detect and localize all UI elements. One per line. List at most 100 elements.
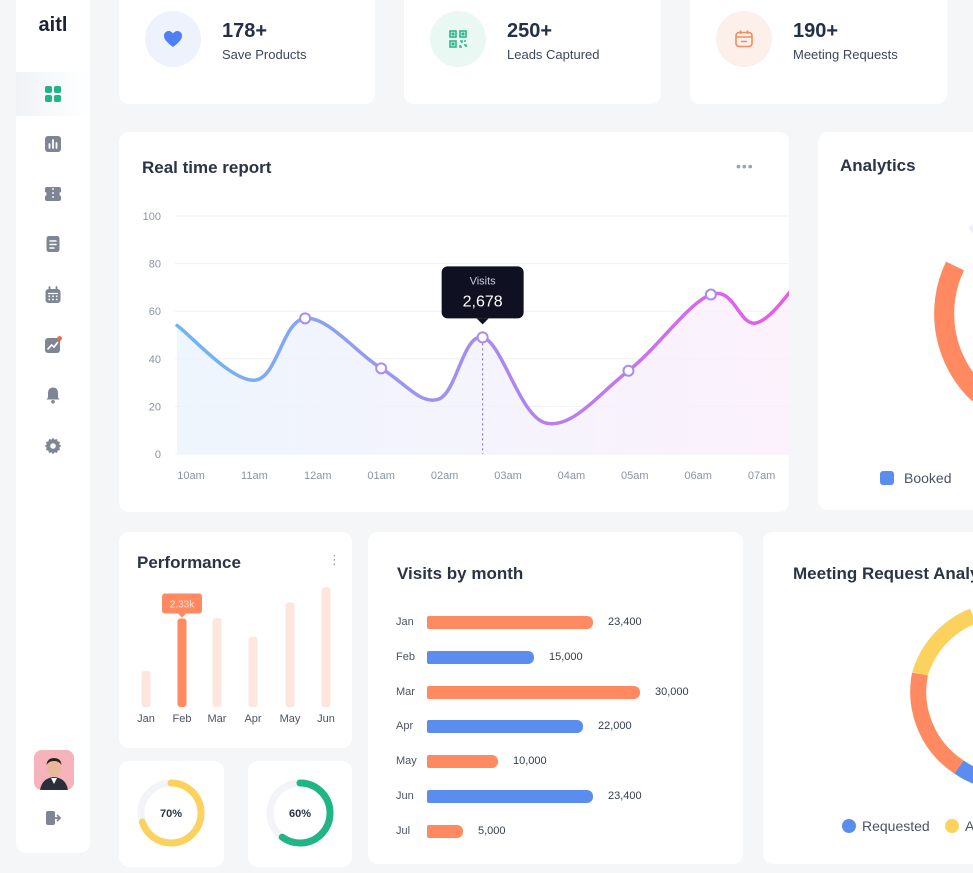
x-tick-label: 07am [748,470,776,482]
bar-jun[interactable] [321,587,331,707]
ring-progress [266,779,334,847]
data-label: 22,000 [598,720,632,732]
legend-requested: Requested [842,818,930,834]
data-point-marker[interactable] [299,312,312,325]
sidebar-item-dashboard-grid[interactable] [16,72,90,116]
x-tick-label: Feb [172,713,192,725]
progress-ring-70: 70% [137,779,205,847]
x-tick-label: 12am [304,470,332,482]
sidebar-item-ticket[interactable] [16,172,90,216]
stat-label: Leads Captured [507,47,600,62]
sidebar: aitl [16,0,90,853]
more-options-icon[interactable]: ⋮ [328,552,342,567]
bar-row-feb: Feb 15,000 [396,649,583,665]
donut-segment-accepted [912,608,973,677]
qr-code-icon [430,11,486,67]
y-tick-label: Mar [396,686,415,698]
calendar-icon [45,286,61,303]
avatar[interactable] [34,750,74,790]
card-title: Analytics [840,156,916,175]
donut-segment-booked [934,261,973,402]
performance-card: Performance ⋮ 2.33k Jan Feb Mar Apr May Jun [119,532,352,748]
stat-label: Save Products [222,47,307,62]
stat-value: 178+ [222,20,268,42]
logout-icon[interactable] [43,808,63,828]
data-point-marker[interactable] [375,362,388,375]
sidebar-item-gear[interactable] [16,424,90,468]
more-options-icon[interactable]: ••• [736,158,754,174]
bar-jan[interactable] [141,670,151,707]
sidebar-item-bell[interactable] [16,373,90,417]
data-label: 5,000 [478,825,506,837]
chart-tooltip: Visits 2,678 [441,266,524,325]
card-title: Performance [137,553,241,572]
progress-ring-card-1: 70% [119,761,224,867]
realtime-line-chart: 0 20 40 60 80 100 10am 11am 12am 01am 02am 03am 04a… [143,211,789,482]
bell-icon [46,387,60,404]
stat-value: 250+ [507,20,553,42]
performance-tooltip: 2.33k [162,593,202,618]
x-tick-label: 11am [241,470,268,482]
data-label: 23,400 [608,790,642,802]
bar-may[interactable] [427,754,498,768]
bar-may[interactable] [285,602,295,708]
x-tick-label: Mar [207,713,227,725]
sidebar-item-document[interactable] [16,222,90,266]
bar-jul[interactable] [427,824,463,838]
data-point-marker[interactable] [476,331,489,344]
trend-chart-icon [45,336,62,353]
bar-apr[interactable] [427,719,583,733]
meeting-donut-chart [910,608,973,784]
bar-jan[interactable] [427,615,593,629]
data-point-marker[interactable] [622,364,635,377]
data-label: 10,000 [513,755,547,767]
y-tick-label: 40 [149,354,161,366]
x-tick-label: 01am [367,470,395,482]
tooltip-value: 2,678 [463,293,503,310]
stat-card-save-products: 178+ Save Products [119,0,375,104]
legend-swatch [880,471,894,485]
sidebar-item-calendar[interactable] [16,273,90,317]
x-tick-label: Jan [137,713,155,725]
heart-icon [145,11,201,67]
bar-mar[interactable] [212,618,222,707]
x-tick-label: Apr [244,713,262,725]
tooltip-value: 2.33k [170,599,195,610]
y-tick-label: Apr [396,720,414,732]
data-label: 30,000 [655,686,689,698]
card-title: Meeting Request Analy [793,564,973,583]
legend-label: A [965,818,973,834]
visits-by-month-card: Visits by month Jan 23,400 Feb 15,000 Mar 30,… [368,532,743,864]
bar-chart-icon [45,136,61,152]
analytics-donut-chart [934,224,973,402]
data-point-marker[interactable] [704,288,717,301]
legend-label: Booked [904,470,952,486]
bar-mar[interactable] [427,685,640,699]
ring-progress [137,779,205,847]
bar-row-may: May 10,000 [396,753,547,769]
bar-feb[interactable] [427,650,534,664]
meeting-request-card: Meeting Request Analy Requested A [763,532,973,864]
ring-label: 60% [289,808,311,820]
y-tick-label: Jan [396,616,414,628]
bar-apr[interactable] [248,636,258,707]
bar-feb[interactable] [177,618,187,707]
y-tick-label: Feb [396,651,415,663]
stat-card-leads-captured: 250+ Leads Captured [404,0,661,104]
stat-card-meeting-requests: 190+ Meeting Requests [690,0,947,104]
realtime-report-card: Real time report ••• 0 20 40 60 80 100 10am 11… [119,132,789,512]
x-tick-label: 05am [621,470,649,482]
analytics-card: Analytics Booked [818,132,973,510]
calendar-icon [716,11,772,67]
bar-jun[interactable] [427,789,593,803]
tooltip-label: Visits [470,275,497,287]
ticket-icon [45,187,61,201]
sidebar-item-trend-chart[interactable] [16,323,90,367]
y-tick-label: 100 [143,211,161,223]
brand-logo[interactable]: aitl [38,14,68,36]
legend-booked: Booked [880,470,951,486]
x-tick-label: 04am [558,470,586,482]
sidebar-item-bar-chart[interactable] [16,122,90,166]
x-tick-label: May [279,713,301,725]
bar-row-jun: Jun 23,400 [396,788,642,804]
